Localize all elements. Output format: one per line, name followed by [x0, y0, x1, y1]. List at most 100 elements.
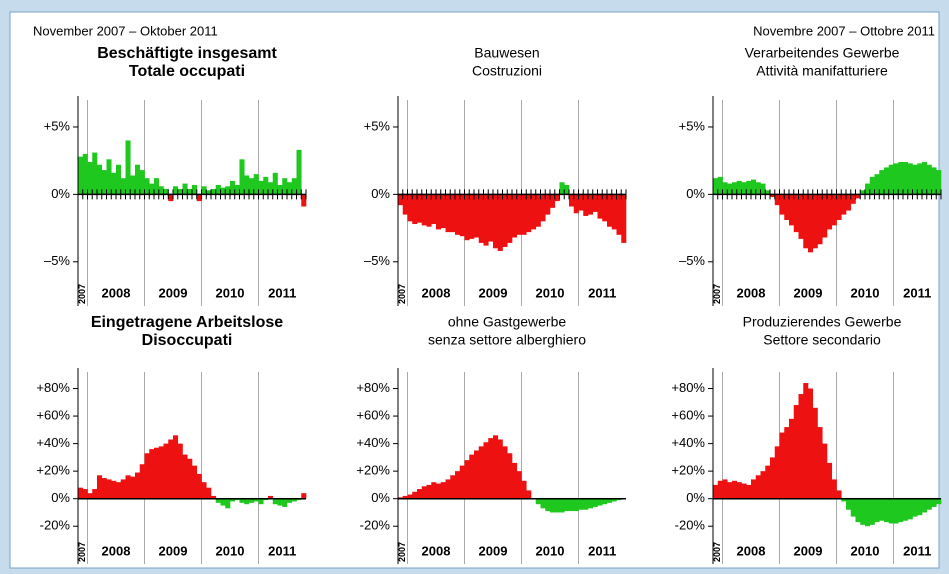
- bar: [287, 498, 293, 503]
- bar: [417, 489, 423, 499]
- x-tick-label: 2007: [77, 284, 87, 304]
- bar: [407, 494, 413, 499]
- chart-title: Eingetragene Arbeitslose: [91, 314, 283, 331]
- bar: [488, 438, 494, 499]
- bar: [860, 498, 866, 525]
- bar: [436, 483, 442, 499]
- bar: [621, 194, 627, 243]
- y-tick-label: +80%: [36, 380, 70, 395]
- bar: [808, 194, 814, 253]
- x-tick-label: 2007: [77, 542, 87, 562]
- bar: [808, 388, 814, 499]
- bar: [154, 178, 160, 195]
- bar: [87, 162, 93, 195]
- bar: [272, 498, 278, 505]
- bar: [931, 167, 937, 195]
- bar: [497, 194, 503, 251]
- bar: [727, 183, 733, 195]
- x-tick-label: 2011: [588, 285, 616, 300]
- x-tick-label: 2010: [216, 285, 245, 300]
- x-tick-label: 2009: [794, 543, 823, 558]
- y-tick-label: –5%: [44, 253, 70, 268]
- bar: [272, 172, 278, 195]
- bar: [846, 194, 852, 211]
- bar: [559, 182, 565, 195]
- bar: [578, 498, 584, 510]
- bar: [244, 175, 250, 195]
- bar: [220, 498, 226, 506]
- bar: [287, 182, 293, 195]
- x-tick-label: 2010: [851, 543, 880, 558]
- bar: [879, 170, 885, 195]
- bar: [936, 170, 942, 195]
- bar: [602, 194, 608, 222]
- bar: [926, 498, 932, 510]
- bar: [865, 183, 871, 195]
- bar: [512, 194, 518, 238]
- bar: [903, 162, 909, 195]
- chart-title: Beschäftigte insgesamt: [97, 45, 277, 62]
- bar: [478, 194, 484, 243]
- bar: [922, 498, 928, 513]
- bar: [569, 498, 575, 512]
- chart-title: Produzierendes Gewerbe: [743, 314, 902, 330]
- y-tick-label: 0%: [51, 186, 70, 201]
- bar: [168, 439, 174, 499]
- bar: [78, 487, 84, 499]
- bar: [106, 159, 112, 195]
- bar: [841, 498, 847, 502]
- bar: [450, 194, 456, 233]
- bar: [912, 164, 918, 195]
- bar: [253, 174, 259, 195]
- x-tick-label: 2007: [712, 542, 722, 562]
- bar: [578, 194, 584, 211]
- bar: [869, 498, 875, 525]
- bar: [526, 490, 532, 499]
- bar: [931, 498, 937, 507]
- bar: [717, 480, 723, 499]
- bar: [215, 498, 221, 503]
- bar: [92, 489, 98, 499]
- bar: [583, 498, 589, 510]
- bar: [860, 190, 866, 195]
- bar: [182, 183, 188, 195]
- bar: [459, 194, 465, 237]
- bar: [97, 164, 103, 195]
- bar: [812, 407, 818, 499]
- bar: [926, 164, 932, 195]
- bar: [713, 484, 719, 499]
- bar: [230, 498, 236, 502]
- bar: [907, 498, 913, 520]
- x-tick-label: 2010: [216, 543, 245, 558]
- x-tick-label: 2011: [903, 543, 931, 558]
- bar: [201, 482, 207, 499]
- header-left: November 2007 – Oktober 2011: [33, 23, 218, 38]
- bar: [244, 498, 250, 505]
- bar: [597, 498, 603, 506]
- bar: [163, 443, 169, 499]
- bar: [445, 194, 451, 233]
- bar: [440, 482, 446, 499]
- bar: [282, 178, 288, 195]
- y-tick-label: +40%: [356, 435, 390, 450]
- bar: [526, 194, 532, 233]
- y-tick-label: +60%: [356, 408, 390, 423]
- bar: [502, 194, 508, 247]
- y-tick-label: +60%: [671, 408, 705, 423]
- bar: [268, 182, 274, 195]
- bar: [493, 194, 499, 249]
- bar: [431, 194, 437, 225]
- bar: [225, 498, 231, 509]
- bar: [101, 170, 107, 195]
- bar: [426, 194, 432, 227]
- bar: [239, 159, 245, 195]
- bar: [855, 498, 861, 523]
- bar: [106, 479, 112, 499]
- bar: [564, 498, 570, 512]
- bar: [211, 495, 217, 499]
- chart-subtitle: Disoccupati: [142, 332, 233, 349]
- bar: [779, 194, 785, 215]
- bar: [779, 432, 785, 499]
- y-tick-label: +5%: [679, 118, 706, 133]
